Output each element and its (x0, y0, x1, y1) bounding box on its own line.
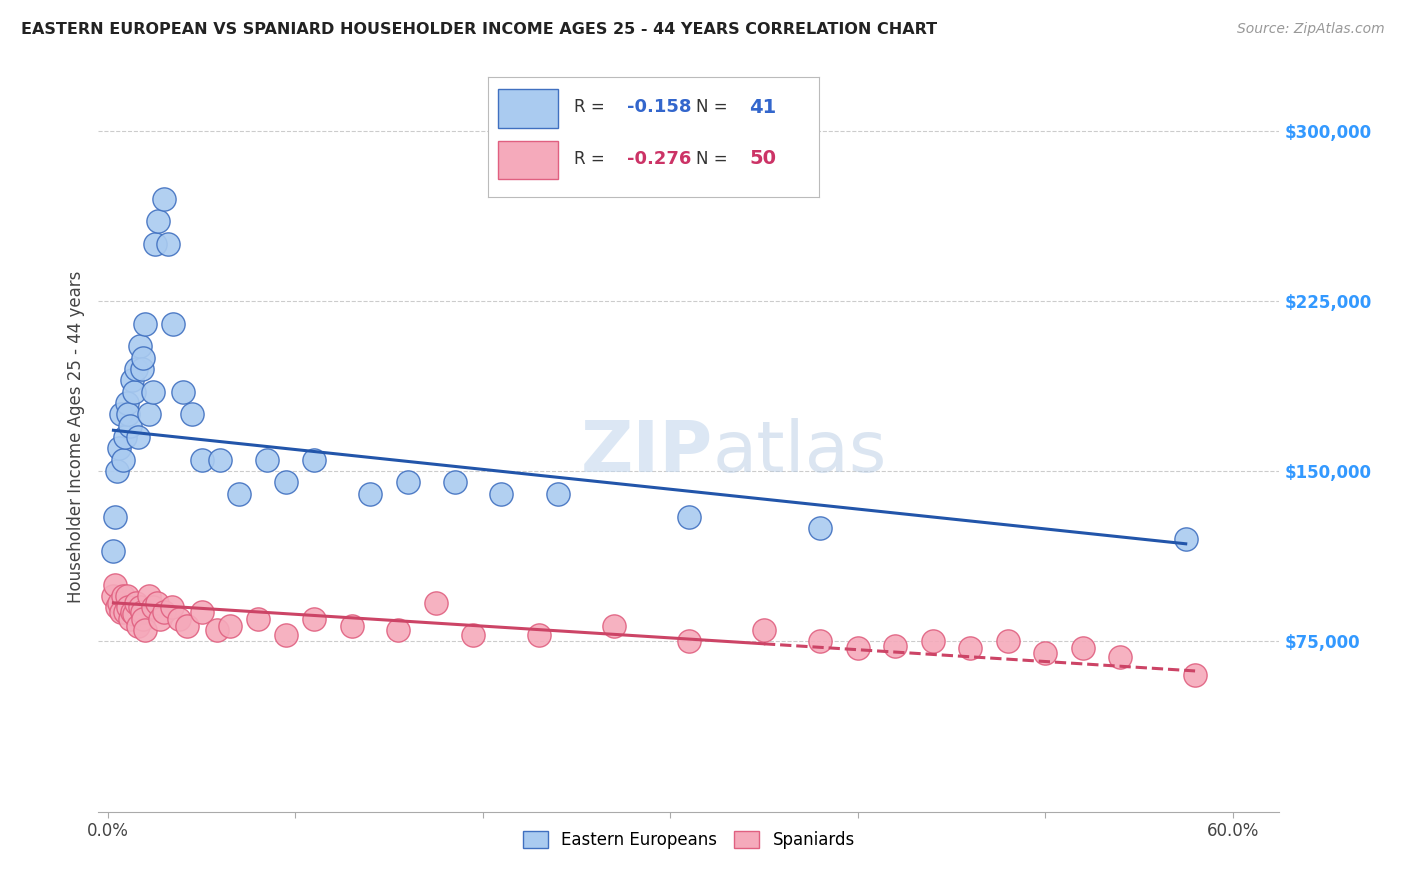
Point (160, 600, 183, 615)
Point (387, 623, 409, 637)
Point (527, 627, 550, 641)
Point (149, 612, 172, 626)
Point (1033, 646, 1056, 660)
Point (209, 452, 232, 467)
Point (190, 605, 212, 619)
Point (678, 634, 700, 648)
Point (172, 384, 194, 399)
Point (1109, 650, 1132, 665)
Point (846, 641, 869, 656)
Point (256, 452, 278, 467)
Point (1174, 533, 1197, 547)
Point (104, 509, 127, 524)
Point (396, 475, 419, 490)
Point (125, 596, 148, 610)
Point (110, 605, 132, 619)
Point (132, 351, 155, 365)
Point (125, 362, 148, 376)
Text: atlas: atlas (713, 417, 887, 486)
Point (104, 577, 127, 591)
Point (121, 373, 143, 387)
Text: Source: ZipAtlas.com: Source: ZipAtlas.com (1237, 22, 1385, 37)
Point (114, 430, 136, 444)
Point (752, 623, 775, 637)
Point (117, 600, 139, 615)
Point (127, 618, 149, 632)
Point (1184, 668, 1206, 682)
Point (425, 596, 447, 610)
Point (176, 618, 198, 632)
Point (145, 596, 167, 610)
Point (997, 634, 1019, 648)
Point (443, 475, 465, 490)
Text: EASTERN EUROPEAN VS SPANIARD HOUSEHOLDER INCOME AGES 25 - 44 YEARS CORRELATION C: EASTERN EUROPEAN VS SPANIARD HOUSEHOLDER… (21, 22, 938, 37)
Point (132, 612, 155, 626)
Point (134, 623, 156, 637)
Point (138, 589, 160, 603)
Point (134, 317, 156, 331)
Point (302, 452, 325, 467)
Point (105, 600, 128, 615)
Point (228, 487, 250, 501)
Point (111, 452, 134, 467)
Point (128, 600, 150, 615)
Point (103, 589, 125, 603)
Point (246, 612, 269, 626)
Point (131, 605, 153, 619)
Point (274, 627, 297, 641)
Point (808, 521, 831, 535)
Point (190, 452, 212, 467)
Point (1071, 641, 1094, 656)
Point (108, 442, 131, 456)
Point (181, 408, 204, 422)
Point (167, 612, 190, 626)
Point (120, 612, 142, 626)
Point (491, 487, 513, 501)
Point (115, 589, 138, 603)
Point (274, 475, 297, 490)
Point (114, 605, 136, 619)
Point (808, 634, 831, 648)
Point (603, 618, 626, 632)
Point (142, 600, 165, 615)
Point (884, 639, 907, 653)
Point (131, 362, 153, 376)
Point (547, 487, 569, 501)
Point (122, 384, 145, 399)
Point (153, 605, 176, 619)
Point (340, 618, 363, 632)
Point (218, 618, 240, 632)
Point (128, 339, 150, 353)
Point (205, 623, 228, 637)
Point (678, 509, 700, 524)
Point (111, 589, 134, 603)
Point (148, 214, 170, 228)
Legend: Eastern Europeans, Spaniards: Eastern Europeans, Spaniards (516, 824, 862, 855)
Point (115, 396, 138, 410)
Point (138, 408, 160, 422)
Y-axis label: Householder Income Ages 25 - 44 years: Householder Income Ages 25 - 44 years (66, 271, 84, 603)
Point (108, 596, 131, 610)
Point (162, 317, 184, 331)
Point (153, 192, 176, 206)
Point (120, 418, 142, 433)
Point (359, 487, 381, 501)
Point (143, 237, 166, 252)
Point (127, 430, 149, 444)
Point (302, 612, 325, 626)
Point (110, 408, 132, 422)
Text: ZIP: ZIP (581, 417, 713, 486)
Point (103, 543, 125, 558)
Point (122, 607, 145, 622)
Point (463, 627, 485, 641)
Point (959, 641, 981, 656)
Point (117, 408, 139, 422)
Point (142, 384, 165, 399)
Point (156, 237, 179, 252)
Point (121, 605, 143, 619)
Point (105, 464, 128, 478)
Point (921, 634, 943, 648)
